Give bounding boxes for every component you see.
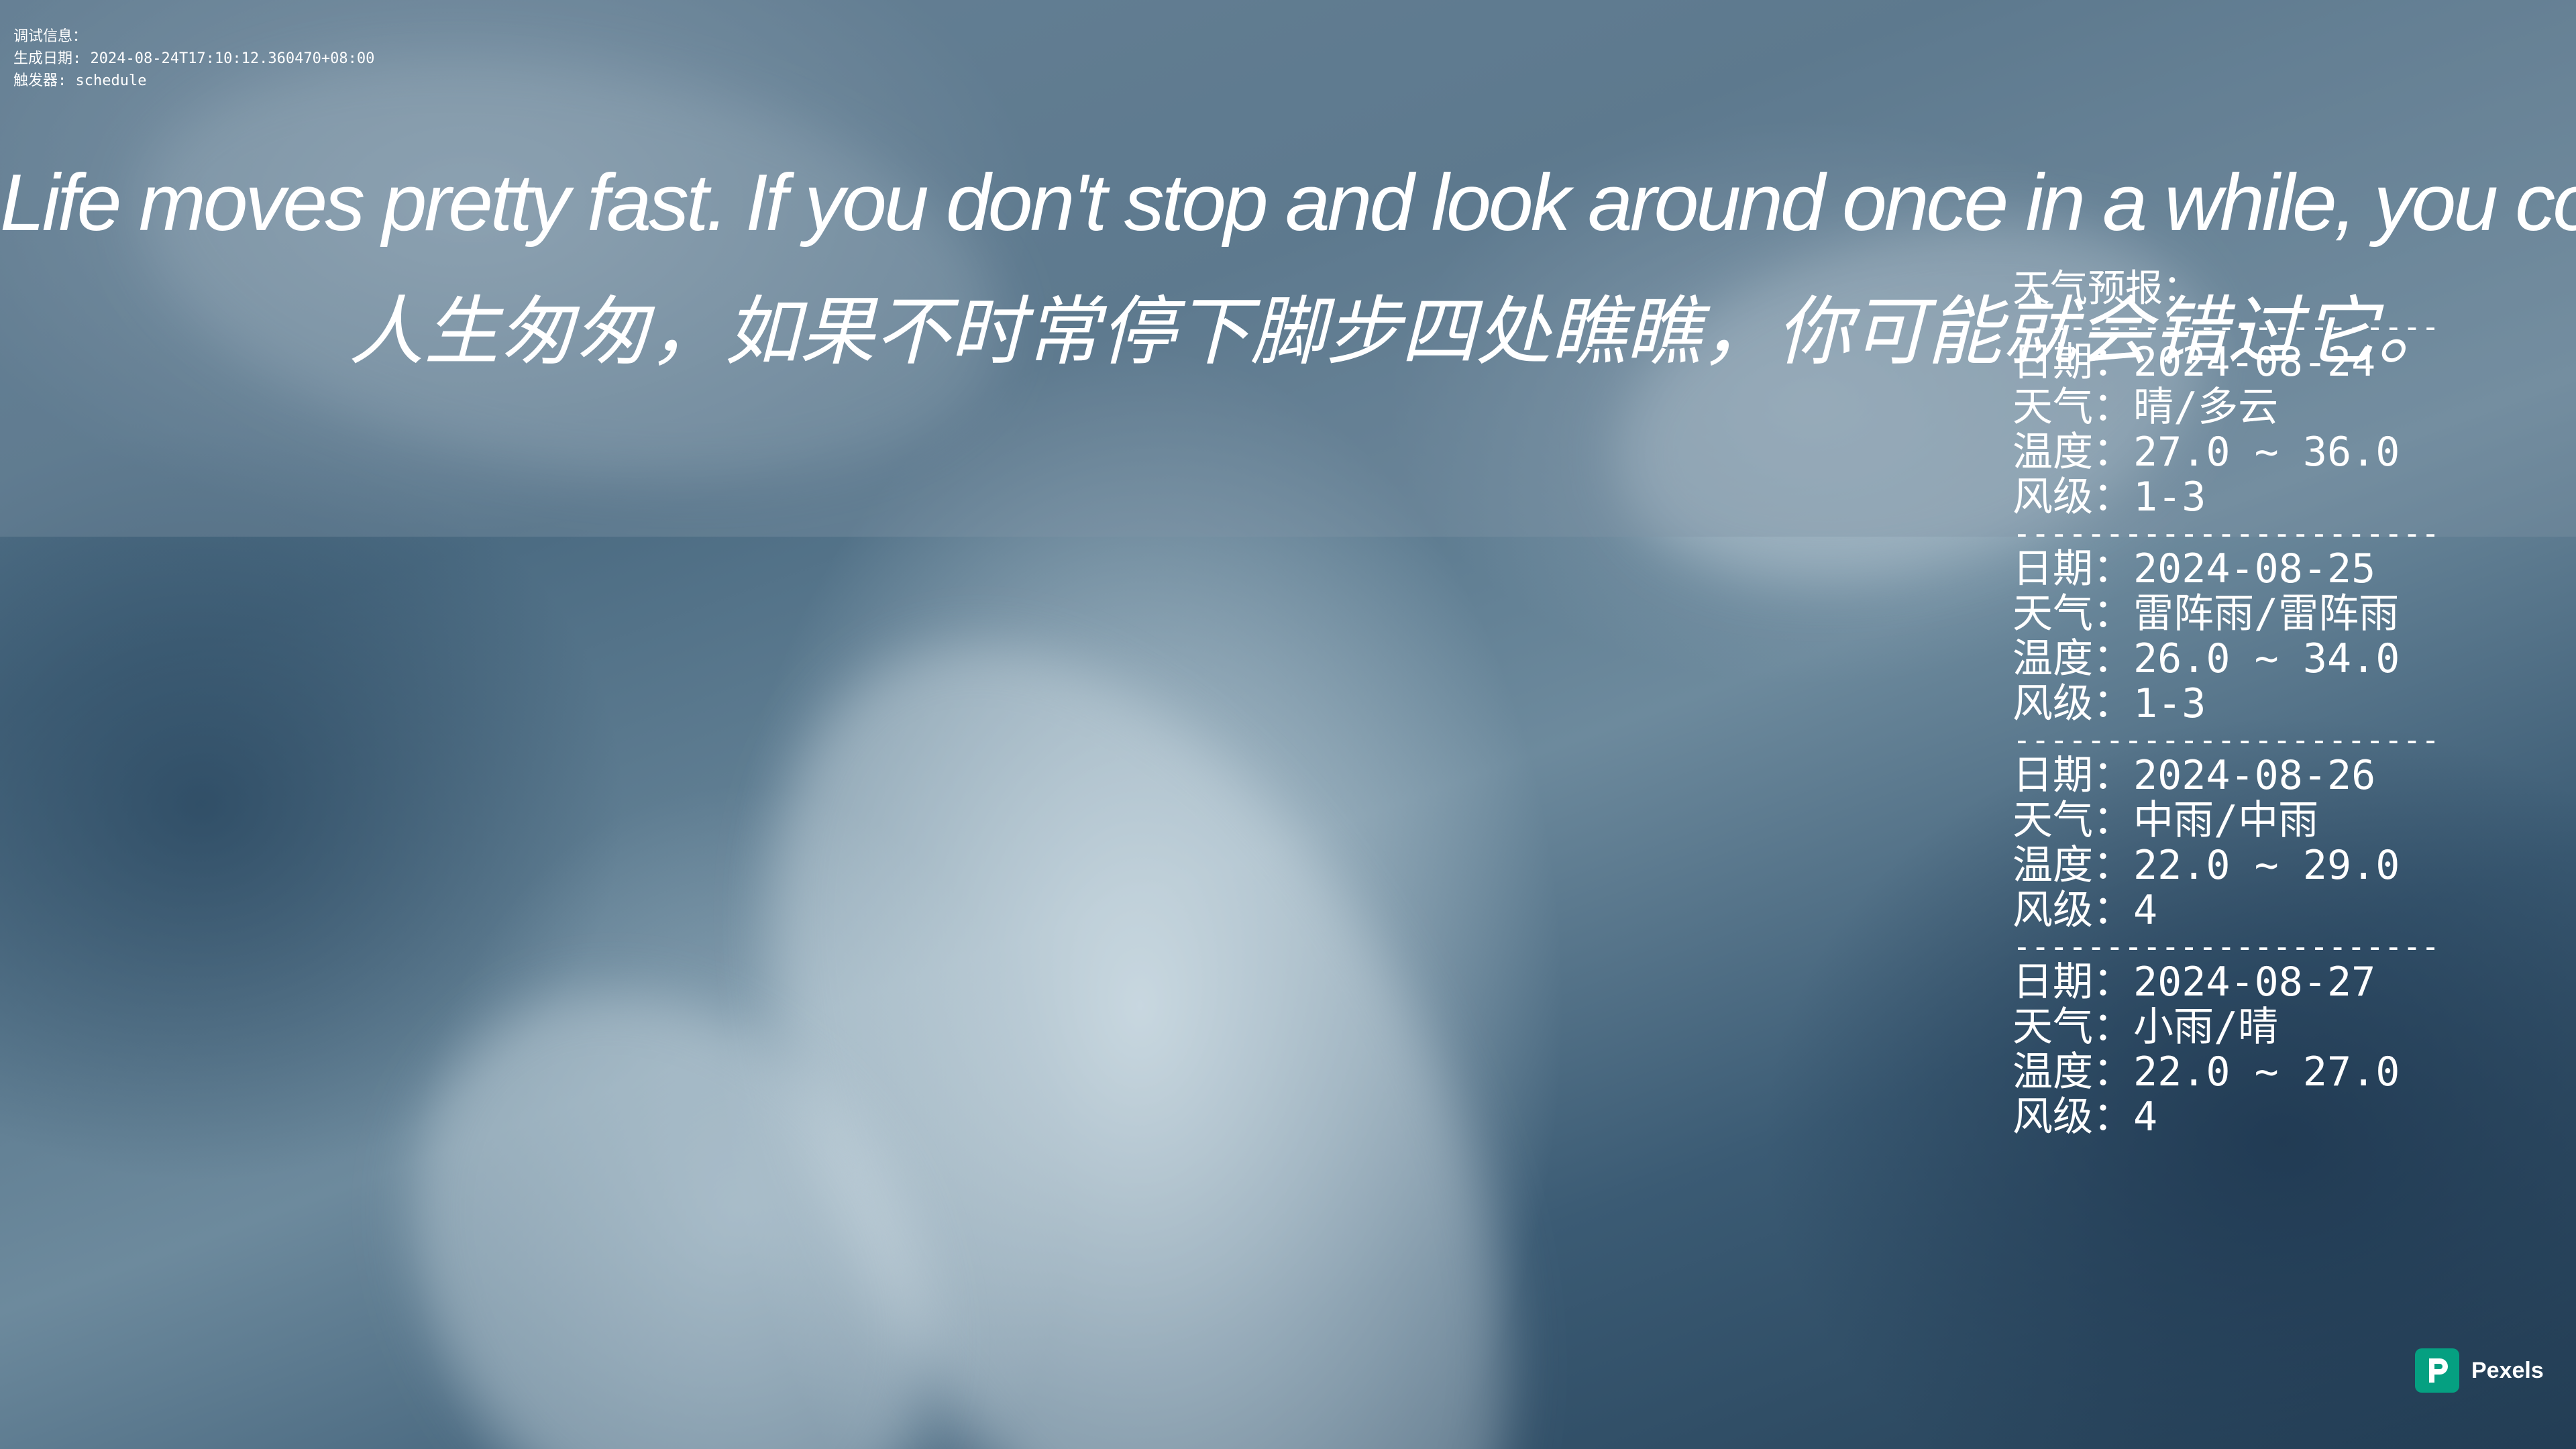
forecast-wind-row: 风级：1-3 [2012, 680, 2206, 727]
forecast-temp-row: 温度：22.0 ~ 27.0 [2012, 1049, 2400, 1095]
debug-title: 调试信息： [13, 28, 88, 45]
temp-label: 温度 [2012, 429, 2093, 476]
temp-value: 26.0 ~ 34.0 [2133, 635, 2400, 682]
forecast-wind-row: 风级：4 [2012, 887, 2158, 934]
wind-value: 4 [2133, 1093, 2158, 1140]
pexels-brand-label: Pexels [2471, 1357, 2544, 1383]
weather-value: 晴/多云 [2133, 384, 2279, 431]
date-value: 2024-08-27 [2133, 959, 2376, 1006]
wind-label: 风级 [2012, 680, 2093, 727]
date-label: 日期 [2012, 752, 2093, 799]
forecast-temp-row: 温度：22.0 ~ 29.0 [2012, 842, 2400, 889]
wind-label: 风级 [2012, 1093, 2093, 1140]
debug-trigger: 触发器: schedule [13, 72, 147, 89]
forecast-temp-row: 温度：26.0 ~ 34.0 [2012, 635, 2400, 682]
date-label: 日期 [2012, 959, 2093, 1006]
weather-divider: -------------------------- [2012, 933, 2442, 960]
date-value: 2024-08-24 [2133, 339, 2376, 386]
temp-value: 22.0 ~ 27.0 [2133, 1049, 2400, 1095]
wind-label: 风级 [2012, 887, 2093, 934]
forecast-day: 日期：2024-08-27 天气：小雨/晴 温度：22.0 ~ 27.0 风级：… [2012, 960, 2442, 1140]
date-value: 2024-08-25 [2133, 545, 2376, 592]
forecast-weather-row: 天气：雷阵雨/雷阵雨 [2012, 590, 2400, 637]
forecast-wind-row: 风级：1-3 [2012, 474, 2206, 521]
date-label: 日期 [2012, 545, 2093, 592]
forecast-temp-row: 温度：27.0 ~ 36.0 [2012, 429, 2400, 476]
temp-label: 温度 [2012, 842, 2093, 889]
weather-divider: -------------------------- [2012, 520, 2442, 547]
forecast-weather-row: 天气：小雨/晴 [2012, 1004, 2279, 1051]
pexels-logo-glyph [2429, 1358, 2448, 1383]
weather-divider: -------------------------- [2012, 727, 2442, 753]
weather-label: 天气 [2012, 797, 2093, 844]
weather-divider: -------------------------- [2012, 313, 2442, 340]
forecast-date-row: 日期：2024-08-27 [2012, 959, 2376, 1006]
weather-value: 雷阵雨/雷阵雨 [2133, 590, 2400, 637]
temp-value: 22.0 ~ 29.0 [2133, 842, 2400, 889]
weather-label: 天气 [2012, 1004, 2093, 1051]
temp-value: 27.0 ~ 36.0 [2133, 429, 2400, 476]
forecast-day: 日期：2024-08-25 天气：雷阵雨/雷阵雨 温度：26.0 ~ 34.0 … [2012, 547, 2442, 727]
forecast-date-row: 日期：2024-08-24 [2012, 339, 2376, 386]
quote-backdrop-band [0, 0, 2576, 537]
forecast-date-row: 日期：2024-08-26 [2012, 752, 2376, 799]
forecast-date-row: 日期：2024-08-25 [2012, 545, 2376, 592]
wind-value: 1-3 [2133, 680, 2206, 727]
weather-title: 天气预报： [2012, 267, 2200, 311]
weather-label: 天气 [2012, 384, 2093, 431]
date-value: 2024-08-26 [2133, 752, 2376, 799]
forecast-weather-row: 天气：中雨/中雨 [2012, 797, 2319, 844]
date-label: 日期 [2012, 339, 2093, 386]
weather-label: 天气 [2012, 590, 2093, 637]
forecast-weather-row: 天气：晴/多云 [2012, 384, 2279, 431]
forecast-wind-row: 风级：4 [2012, 1093, 2158, 1140]
weather-value: 小雨/晴 [2133, 1004, 2279, 1051]
pexels-logo-icon [2415, 1348, 2459, 1393]
wind-label: 风级 [2012, 474, 2093, 521]
wind-value: 1-3 [2133, 474, 2206, 521]
wind-value: 4 [2133, 887, 2158, 934]
debug-info: 调试信息： 生成日期: 2024-08-24T17:10:12.360470+08… [13, 25, 374, 92]
pexels-watermark[interactable]: Pexels [2415, 1348, 2544, 1393]
weather-value: 中雨/中雨 [2133, 797, 2319, 844]
debug-generated-date: 生成日期: 2024-08-24T17:10:12.360470+08:00 [13, 50, 375, 67]
temp-label: 温度 [2012, 635, 2093, 682]
forecast-day: 日期：2024-08-24 天气：晴/多云 温度：27.0 ~ 36.0 风级：… [2012, 340, 2442, 520]
weather-forecast-panel: 天气预报： -------------------------- 日期：2024… [2012, 265, 2442, 1140]
forecast-day: 日期：2024-08-26 天气：中雨/中雨 温度：22.0 ~ 29.0 风级… [2012, 753, 2442, 933]
quote-chinese: 人生匆匆，如果不时常停下脚步四处瞧瞧，你可能就会错过它。 [349, 288, 2453, 376]
quote-english: Life moves pretty fast. If you don't sto… [0, 158, 2576, 248]
temp-label: 温度 [2012, 1049, 2093, 1095]
